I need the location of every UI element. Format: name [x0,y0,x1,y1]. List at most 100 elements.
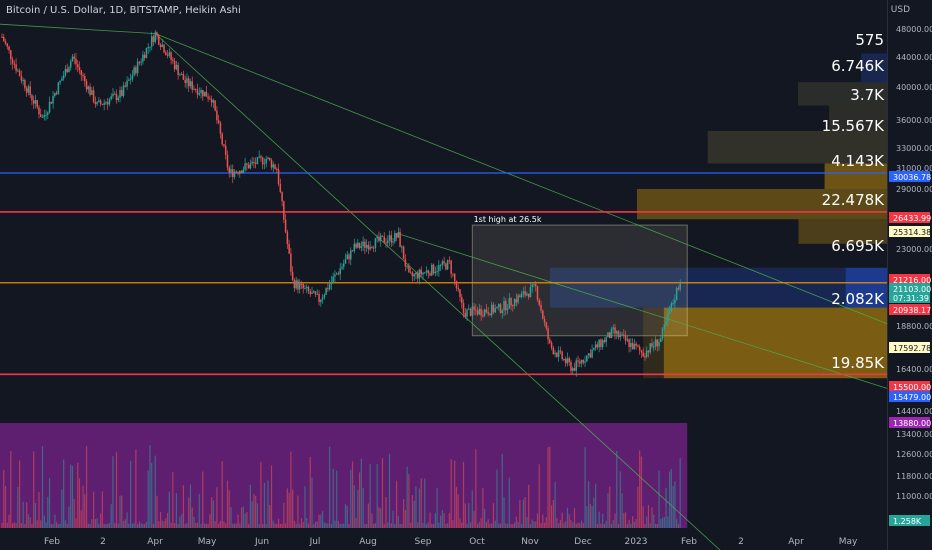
volume-bar [260,461,262,528]
volume-bar [151,462,153,528]
volume-bar [573,508,576,528]
candle-body [253,161,255,163]
volume-bar [218,523,220,528]
volume-bar [651,507,653,528]
candle-body [482,315,484,317]
candle-body [631,342,634,350]
candle-body [357,242,359,248]
candle-body [663,324,666,329]
candle-body [603,340,606,343]
volume-bar [299,523,301,528]
candle-body [626,339,629,341]
volume-bar [369,464,371,528]
candle-body [29,86,31,96]
candle-body [510,298,512,306]
volume-bar [94,519,96,528]
volume-bar [89,523,91,528]
candle-body [32,100,35,104]
volume-bar [149,445,151,528]
candle-body [328,284,331,290]
candle-body [149,46,151,48]
candle-body [254,162,257,164]
candle-body [601,340,604,348]
volume-bar [499,523,502,528]
volume-bar [203,523,206,528]
candle-body [401,246,403,248]
volume-bar [147,470,149,528]
candle-body [623,334,625,336]
volume-bar [633,521,635,528]
volume-bar [175,493,177,528]
candle-body [316,293,319,295]
y-tick-label: 48000.00 [896,25,932,34]
volume-profile-bar [663,307,887,379]
candle-body [355,243,357,248]
volume-bar [420,478,422,528]
candle-body [424,272,426,274]
volume-bar [653,514,655,528]
volume-bar [549,446,551,528]
candle-body [413,274,415,277]
volume-bar [26,502,28,528]
candle-body [543,318,546,323]
volume-bar [57,524,59,528]
candle-body [202,89,204,97]
candle-body [205,91,208,97]
candle-body [360,246,363,248]
volume-bar [603,524,606,528]
candle-body [147,46,149,49]
candle-body [288,243,290,254]
candle-body [237,172,239,174]
candle-body [529,287,532,298]
candle-body [374,238,377,248]
volume-bar [602,513,604,528]
candle-body [598,339,600,348]
volume-bar [540,523,542,528]
candle-body [540,304,542,311]
price-tag-bg [889,342,930,353]
candle-body [320,299,322,303]
candle-body [142,54,144,62]
volume-profile-label: 6.746K [831,57,885,75]
volume-bar [637,486,639,528]
candle-body [22,80,24,82]
candle-body [385,242,387,244]
volume-bar [582,523,584,528]
volume-bar [596,523,598,528]
volume-bar [436,487,438,528]
candle-body [281,191,283,202]
candle-body [45,114,47,116]
volume-bar [376,464,378,528]
volume-bar [515,516,517,528]
candle-body [247,164,250,169]
candle-body [25,88,28,93]
candle-body [300,283,303,285]
volume-profile-bar [861,53,887,83]
candle-body [508,298,511,309]
volume-bar [196,522,199,528]
candle-body [302,284,304,289]
candle-body [246,163,248,165]
volume-bar [191,507,193,528]
candle-body [582,360,585,363]
volume-bar [639,450,641,528]
candle-body [434,271,437,274]
volume-bar [77,462,79,528]
price-tag-label: 21216.00 [893,276,931,285]
candle-body [76,64,79,68]
candle-body [136,61,139,74]
candle-body [40,114,42,118]
volume-bar [676,518,678,528]
y-tick-label: 36000.00 [896,116,932,125]
candle-body [651,343,653,347]
volume-bar [656,523,658,528]
volume-bar [329,446,331,528]
trendline [398,233,888,389]
volume-bar [441,509,443,528]
volume-bar [605,520,607,528]
candle-body [36,100,38,108]
volume-bar [240,507,243,528]
volume-bar [267,480,269,528]
volume-bar [482,487,484,528]
